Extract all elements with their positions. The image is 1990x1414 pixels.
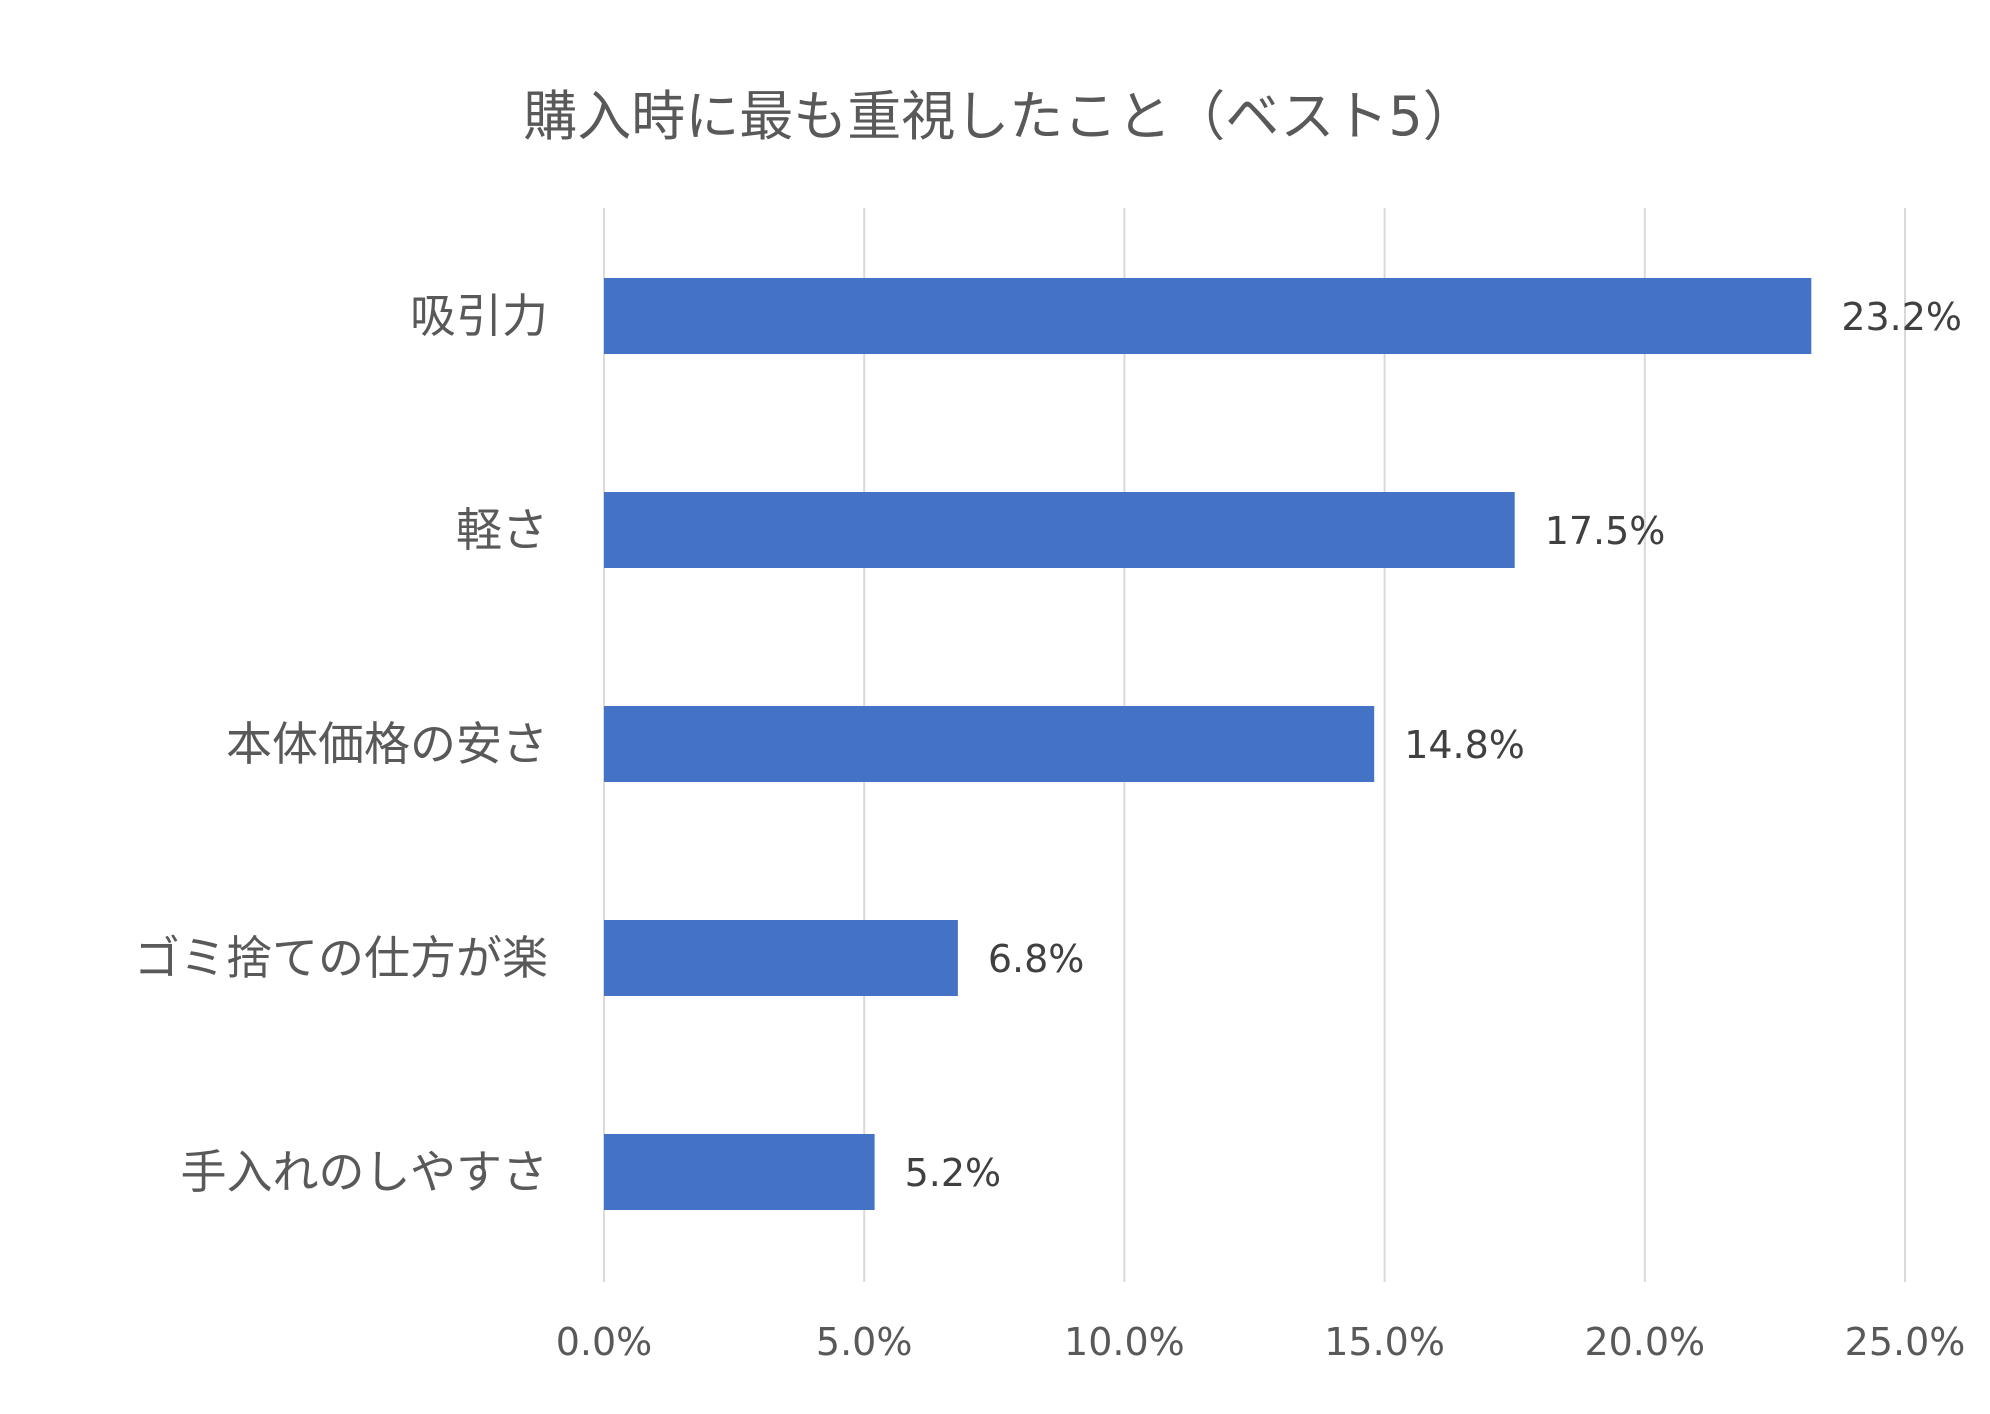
category-label: 吸引力 — [410, 289, 548, 343]
bar — [604, 492, 1515, 568]
data-label: 14.8% — [1404, 723, 1525, 767]
category-label: 本体価格の安さ — [226, 717, 548, 771]
x-tick-label: 10.0% — [1064, 1320, 1185, 1364]
data-label: 23.2% — [1841, 295, 1962, 339]
x-tick-label: 20.0% — [1584, 1320, 1705, 1364]
x-tick-label: 0.0% — [556, 1320, 653, 1364]
bar — [604, 706, 1375, 782]
data-label: 5.2% — [905, 1151, 1002, 1195]
bar — [604, 278, 1812, 354]
bar — [604, 920, 958, 996]
x-tick-label: 15.0% — [1324, 1320, 1445, 1364]
category-label: ゴミ捨ての仕方が楽 — [134, 931, 548, 985]
chart-title: 購入時に最も重視したこと（ベスト5） — [523, 85, 1476, 148]
x-axis-tick-labels: 0.0% 5.0% 10.0% 15.0% 20.0% 25.0% — [556, 1320, 1966, 1364]
category-label: 手入れのしやすさ — [180, 1145, 548, 1199]
x-tick-label: 5.0% — [816, 1320, 913, 1364]
bars — [604, 278, 1812, 1210]
bar — [604, 1134, 875, 1210]
data-label: 6.8% — [988, 937, 1085, 981]
x-tick-label: 25.0% — [1845, 1320, 1966, 1364]
category-label: 軽さ — [456, 503, 548, 557]
data-label: 17.5% — [1545, 509, 1666, 553]
value-labels: 23.2% 17.5% 14.8% 6.8% 5.2% — [905, 295, 1962, 1195]
